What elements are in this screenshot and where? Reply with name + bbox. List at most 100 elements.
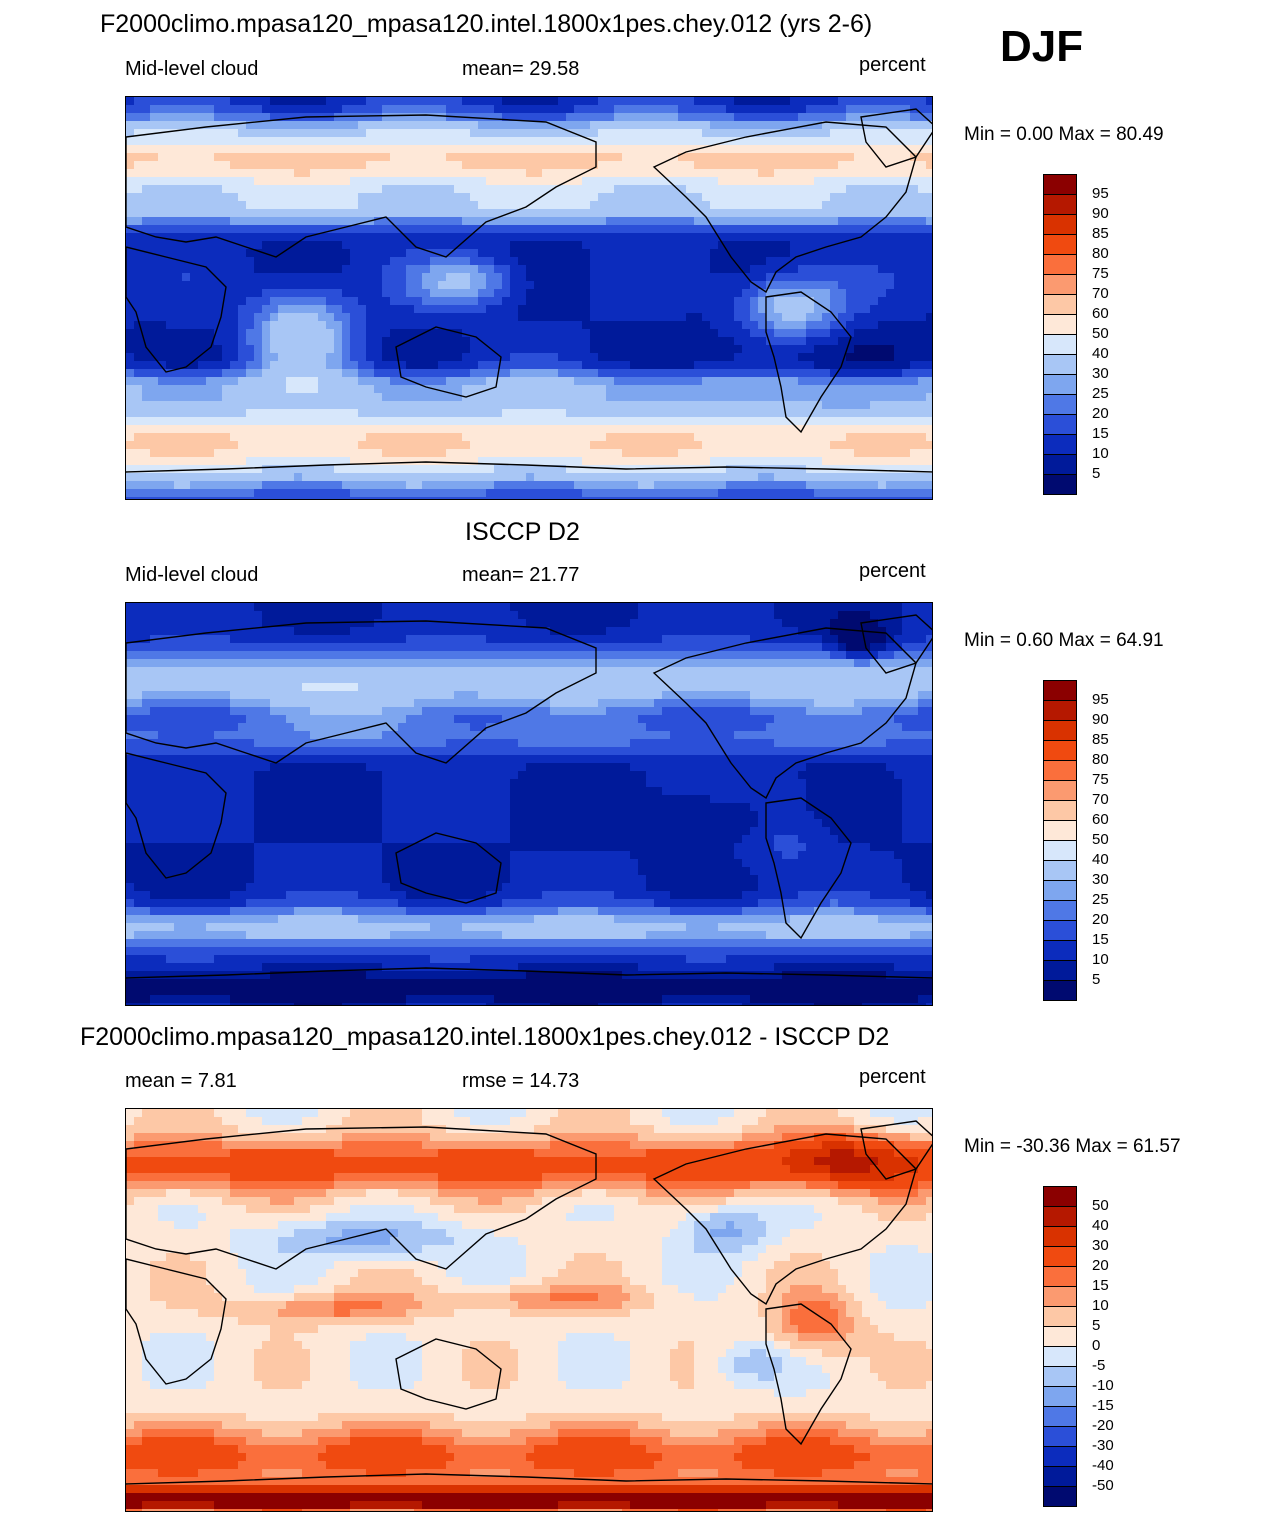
contour-cell <box>870 369 879 378</box>
contour-cell <box>646 393 655 402</box>
contour-cell <box>398 361 407 370</box>
contour-cell <box>462 425 471 434</box>
contour-cell <box>406 225 415 234</box>
contour-cell <box>374 233 383 242</box>
contour-cell <box>142 449 151 458</box>
contour-cell <box>134 489 143 498</box>
contour-cell <box>486 353 495 362</box>
contour-cell <box>270 473 279 482</box>
contour-cell <box>926 105 932 114</box>
contour-cell <box>134 353 143 362</box>
contour-cell <box>542 113 551 122</box>
contour-cell <box>494 105 503 114</box>
contour-cell <box>766 473 775 482</box>
contour-cell <box>758 337 767 346</box>
contour-cell <box>862 409 871 418</box>
contour-cell <box>430 281 439 290</box>
contour-cell <box>326 433 335 442</box>
contour-cell <box>494 465 503 474</box>
contour-cell <box>534 129 543 138</box>
contour-cell <box>462 361 471 370</box>
contour-cell <box>222 177 231 186</box>
contour-cell <box>422 97 431 106</box>
contour-cell <box>814 457 823 466</box>
contour-cell <box>518 241 527 250</box>
contour-cell <box>342 457 351 466</box>
contour-cell <box>518 225 527 234</box>
contour-cell <box>358 409 367 418</box>
contour-cell <box>422 265 431 274</box>
contour-cell <box>310 297 319 306</box>
contour-cell <box>886 257 895 266</box>
contour-cell <box>310 377 319 386</box>
contour-cell <box>302 473 311 482</box>
contour-cell <box>446 393 455 402</box>
contour-cell <box>894 169 903 178</box>
contour-cell <box>806 433 815 442</box>
contour-cell <box>166 409 175 418</box>
contour-cell <box>406 193 415 202</box>
contour-cell <box>494 297 503 306</box>
contour-cell <box>406 97 415 106</box>
contour-cell <box>534 281 543 290</box>
contour-cell <box>462 457 471 466</box>
contour-cell <box>470 369 479 378</box>
contour-cell <box>910 297 919 306</box>
contour-cell <box>718 465 727 474</box>
contour-cell <box>526 273 535 282</box>
contour-cell <box>158 393 167 402</box>
contour-cell <box>406 345 415 354</box>
contour-cell <box>342 313 351 322</box>
contour-cell <box>198 233 207 242</box>
contour-cell <box>446 233 455 242</box>
contour-cell <box>870 241 879 250</box>
contour-cell <box>566 377 575 386</box>
contour-cell <box>254 297 263 306</box>
contour-cell <box>166 473 175 482</box>
contour-cell <box>574 465 583 474</box>
contour-cell <box>510 241 519 250</box>
contour-cell <box>566 361 575 370</box>
contour-cell <box>702 337 711 346</box>
contour-cell <box>238 441 247 450</box>
contour-cell <box>526 265 535 274</box>
contour-cell <box>790 113 799 122</box>
contour-cell <box>214 401 223 410</box>
contour-cell <box>126 257 135 266</box>
contour-cell <box>454 249 463 258</box>
contour-cell <box>174 481 183 490</box>
contour-cell <box>638 97 647 106</box>
contour-cell <box>366 401 375 410</box>
contour-cell <box>270 433 279 442</box>
contour-cell <box>390 265 399 274</box>
contour-cell <box>358 361 367 370</box>
contour-cell <box>270 401 279 410</box>
contour-cell <box>598 393 607 402</box>
contour-cell <box>270 177 279 186</box>
contour-cell <box>894 209 903 218</box>
contour-cell <box>494 441 503 450</box>
contour-cell <box>622 97 631 106</box>
contour-cell <box>670 337 679 346</box>
contour-cell <box>838 169 847 178</box>
contour-cell <box>886 113 895 122</box>
contour-cell <box>446 281 455 290</box>
contour-cell <box>782 393 791 402</box>
contour-cell <box>790 177 799 186</box>
contour-cell <box>614 305 623 314</box>
contour-cell <box>590 145 599 154</box>
contour-cell <box>198 361 207 370</box>
contour-cell <box>334 377 343 386</box>
contour-cell <box>590 113 599 122</box>
contour-cell <box>486 465 495 474</box>
contour-cell <box>630 337 639 346</box>
contour-cell <box>782 369 791 378</box>
contour-cell <box>470 129 479 138</box>
contour-cell <box>318 281 327 290</box>
contour-cell <box>814 145 823 154</box>
contour-cell <box>782 433 791 442</box>
contour-cell <box>422 177 431 186</box>
contour-cell <box>142 225 151 234</box>
contour-cell <box>718 161 727 170</box>
contour-cell <box>142 465 151 474</box>
